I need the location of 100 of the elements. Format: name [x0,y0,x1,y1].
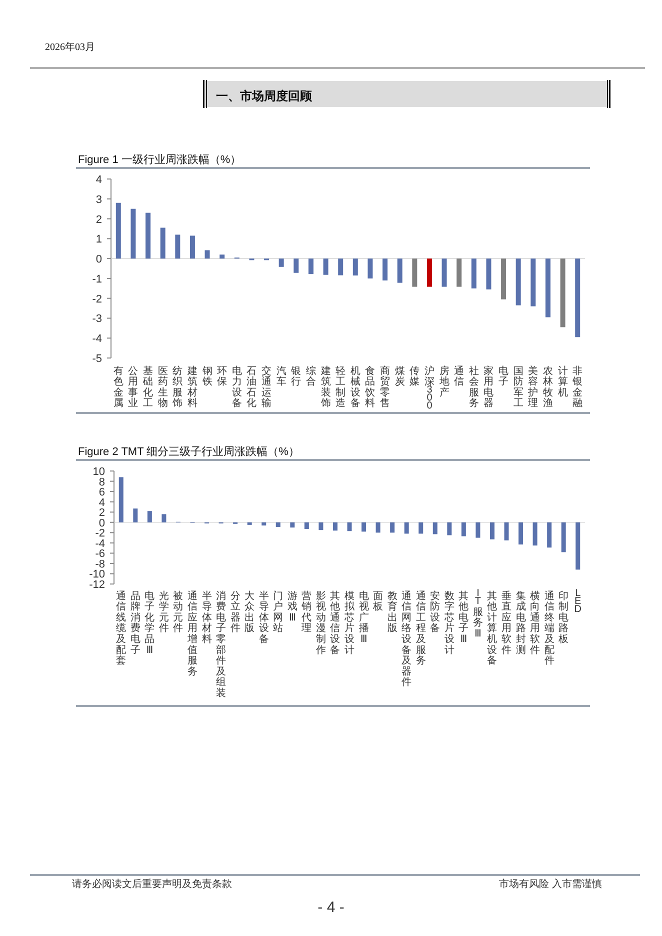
x-tick-label: 纺织服饰 [172,364,183,410]
bar [382,258,388,280]
x-tick-label: 美容护理 [527,364,538,410]
bar [486,258,492,290]
bar [347,522,352,532]
x-tick-label: 营销代理 [300,590,312,634]
x-tick-label: 国防军工 [513,366,524,410]
text: - 4 - [318,899,344,916]
x-tick-label: 通信工程及服务 [416,590,426,667]
x-tick-label: 建筑装饰 [320,364,331,410]
x-tick-label: 社会服务 [468,364,479,410]
bar [397,258,402,283]
y-tick-label: -1 [92,273,102,286]
x-tick-label: 分立器件 [230,590,240,634]
x-tick-label: 教育出版 [387,590,398,634]
x-tick-label: 煤炭 [394,364,405,388]
x-tick-label: 通信线缆及配套 [116,590,126,667]
x-tick-label: 印制电路板 [558,590,569,645]
bar [304,522,309,530]
bar [352,258,358,276]
x-tick-label: 钢铁 [201,366,212,388]
x-tick-label: 品牌消费电子 [130,590,140,656]
bar [476,522,480,538]
text: 2026年03月 [45,41,95,53]
x-tick-label: 电子化学品Ⅲ [144,590,155,656]
y-tick-label: 4 [96,174,102,186]
bar [146,212,151,259]
bar [130,208,136,259]
y-tick-label: 1 [96,234,102,246]
x-tick-label: 模拟芯片设计 [344,590,356,656]
y-tick-label: -6 [95,548,105,560]
y-tick-label: 2 [98,507,105,520]
bar [118,477,124,522]
text: 请务必阅读文后重要声明及免责条款 [72,878,232,890]
x-tick-label: LED [574,588,582,615]
x-tick-label: 传媒 [410,366,420,388]
x-tick-label: 家用电器 [484,364,494,410]
x-tick-label: 商贸零售 [380,364,390,410]
bar [404,522,409,534]
x-tick-label: 房地产 [438,364,450,398]
x-tick-label: 轻工制造 [336,364,346,410]
x-tick-label: 建筑材料 [186,364,198,410]
chart-title: Figure 2 TMT 细分三级子行业周涨跌幅（%） [78,445,300,458]
x-tick-label: 基础化工 [142,364,154,410]
bar [290,522,295,528]
bar [456,258,462,287]
chart-title: Figure 1 一级行业周涨跌幅（%） [78,153,242,166]
y-tick-label: 4 [98,496,105,509]
y-tick-label: -8 [95,558,105,570]
bar [204,250,210,259]
y-tick-label: 2 [96,214,102,226]
bar [516,258,521,306]
y-tick-label: 3 [96,194,102,206]
category-label: 通信网络设备及器件 [402,590,412,688]
bar [262,522,266,526]
y-tick-label: -4 [95,538,105,550]
bar [147,511,152,522]
bar [504,522,509,540]
x-tick-label: 安防设备 [430,590,440,634]
x-tick-label: 电子 [498,364,509,388]
bar [547,522,552,548]
bar [308,258,314,274]
x-tick-label: 机械设备 [350,364,360,410]
bar [412,258,418,287]
y-tick-label: -12 [89,579,105,591]
x-tick-label: 通信终端及配件 [544,590,554,667]
x-tick-label: 半导体材料 [200,590,212,645]
bar [532,522,538,546]
bar [390,522,395,533]
y-tick-label: -5 [92,353,102,365]
y-tick-label: 8 [98,476,105,488]
bar [276,522,280,527]
bar [447,522,452,536]
bar [418,522,424,534]
y-tick-label: -2 [92,293,102,306]
bar [518,522,524,544]
x-tick-label: 其他通信设备 [330,590,340,656]
x-tick-label: 综合 [306,364,316,388]
bar [332,522,338,531]
x-tick-label: 门户网站 [273,590,284,634]
x-tick-label: 电力设备 [232,364,242,410]
x-tick-label: 大众出版 [244,590,255,634]
x-tick-label: 其他电子Ⅲ [458,590,469,645]
bar [376,522,380,533]
bar [362,522,366,532]
bar [175,234,180,259]
y-tick-label: 6 [98,486,105,499]
x-tick-label: 横向通用软件 [530,590,540,656]
x-tick-label: 通信 [454,364,464,388]
y-tick-label: -4 [92,333,102,346]
x-tick-label: 影视动漫制作 [314,590,326,656]
y-tick-label: -3 [92,313,102,326]
bar [338,258,344,276]
bar [220,254,225,259]
x-tick-label: 沪深300 [424,364,434,412]
x-tick-label: 非银金融 [572,364,583,410]
bar [294,258,299,273]
x-tick-label: 食品饮料 [364,364,376,410]
x-tick-label: 汽车 [276,364,286,388]
bar [278,258,284,267]
